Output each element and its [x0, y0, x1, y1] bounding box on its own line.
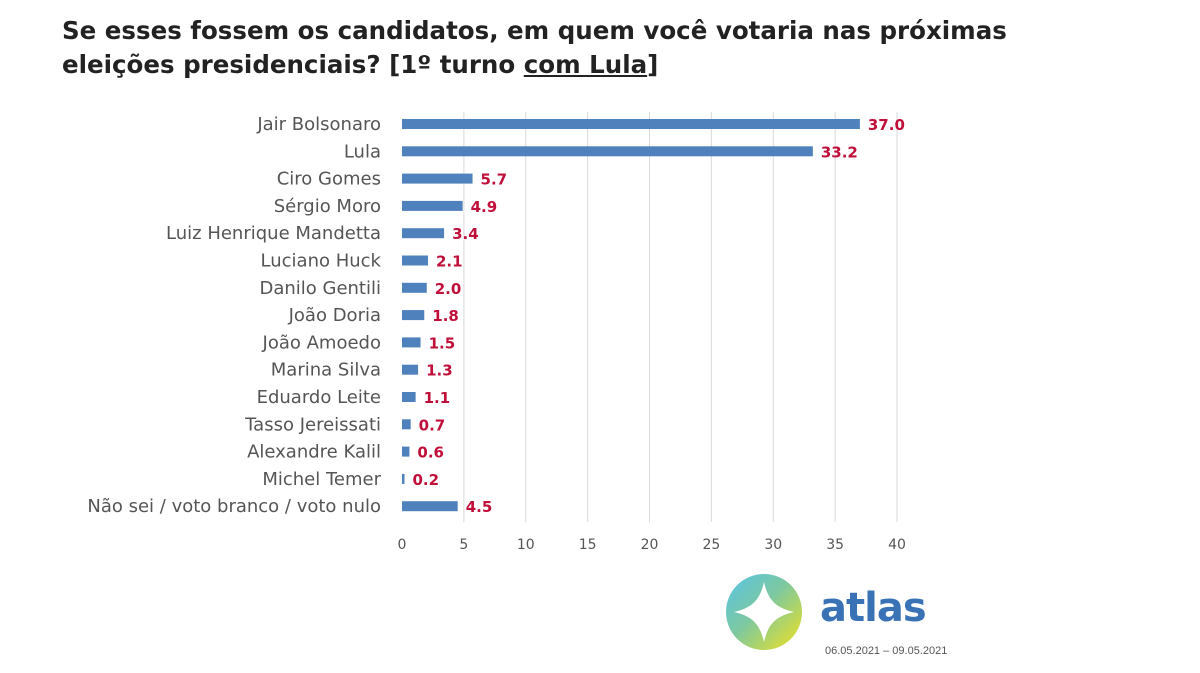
- x-tick-label: 40: [888, 537, 906, 553]
- value-labels: 37.0 33.2 5.7 4.9 3.4 2.1 2.0 1.8 1.5 1.3 1.1 0.7 0.…: [412, 116, 904, 516]
- bar: [402, 392, 416, 402]
- chart-title-line1: Se esses fossem os candidatos, em quem v…: [62, 16, 1007, 45]
- category-label: Eduardo Leite: [257, 387, 381, 408]
- bar: [402, 446, 410, 457]
- category-label: Não sei / voto branco / voto nulo: [87, 496, 381, 517]
- bar: [402, 310, 425, 321]
- category-label: Ciro Gomes: [277, 169, 381, 190]
- x-tick-label: 30: [764, 537, 782, 553]
- value-label: 37.0: [868, 116, 905, 134]
- chart-title-line2-suffix: ]: [647, 50, 659, 79]
- bar: [402, 255, 428, 266]
- category-label: Luciano Huck: [261, 251, 382, 272]
- value-label: 4.5: [466, 498, 493, 516]
- x-tick-label: 15: [579, 537, 597, 553]
- value-label: 2.0: [435, 280, 462, 298]
- atlas-logo-icon: [726, 574, 802, 650]
- chart-title-line2-prefix: eleições presidenciais? [1º turno: [62, 50, 524, 79]
- bar: [402, 228, 445, 239]
- x-tick-label: 25: [702, 537, 720, 553]
- category-label: Marina Silva: [271, 360, 381, 381]
- value-label: 0.2: [412, 471, 439, 489]
- bar: [402, 501, 458, 512]
- category-label: Alexandre Kalil: [247, 442, 381, 463]
- bar: [402, 473, 405, 484]
- chart-title-line2-underlined: com Lula: [523, 50, 648, 79]
- value-label: 4.9: [471, 198, 498, 216]
- bar: [402, 200, 463, 211]
- x-tick-label: 5: [459, 537, 468, 553]
- x-tick-label: 35: [826, 537, 844, 553]
- bars: [402, 119, 860, 512]
- category-label: Danilo Gentili: [259, 278, 381, 299]
- value-label: 1.1: [424, 389, 451, 407]
- x-tick-label: 10: [517, 537, 535, 553]
- category-label: Tasso Jereissati: [244, 414, 381, 435]
- value-label: 5.7: [481, 171, 508, 189]
- value-label: 0.6: [417, 444, 444, 462]
- atlas-logo-text: atlas: [820, 585, 927, 631]
- gridlines: [463, 112, 898, 522]
- survey-date-range: 06.05.2021 – 09.05.2021: [825, 645, 948, 657]
- chart-title: Se esses fossem os candidatos, em quem v…: [62, 14, 1062, 82]
- bar: [402, 119, 860, 129]
- value-label: 1.5: [429, 334, 456, 352]
- bar: [402, 364, 419, 375]
- bar: [402, 146, 813, 157]
- x-tick-label: 0: [398, 537, 407, 553]
- category-labels: Jair Bolsonaro Lula Ciro Gomes Sérgio Moro L…: [87, 114, 381, 517]
- value-label: 1.8: [432, 307, 459, 325]
- category-label: Jair Bolsonaro: [256, 114, 381, 135]
- value-label: 2.1: [436, 253, 463, 271]
- x-tick-label: 20: [641, 537, 659, 553]
- value-label: 0.7: [419, 416, 446, 434]
- category-label: João Amoedo: [262, 332, 381, 353]
- x-axis-tick-labels: 0 5 10 15 20 25 30 35 40: [398, 537, 906, 553]
- bar: [402, 282, 427, 293]
- bar: [402, 337, 421, 348]
- value-label: 3.4: [452, 225, 479, 243]
- category-label: Michel Temer: [262, 469, 381, 490]
- category-label: Lula: [344, 141, 381, 162]
- value-label: 1.3: [426, 362, 453, 380]
- category-label: Sérgio Moro: [274, 196, 381, 217]
- bar: [402, 419, 411, 430]
- bar-chart: Jair Bolsonaro Lula Ciro Gomes Sérgio Moro L…: [87, 112, 906, 553]
- category-label: Luiz Henrique Mandetta: [166, 223, 381, 244]
- category-label: João Doria: [288, 305, 381, 326]
- bar: [402, 173, 473, 184]
- value-label: 33.2: [821, 143, 858, 161]
